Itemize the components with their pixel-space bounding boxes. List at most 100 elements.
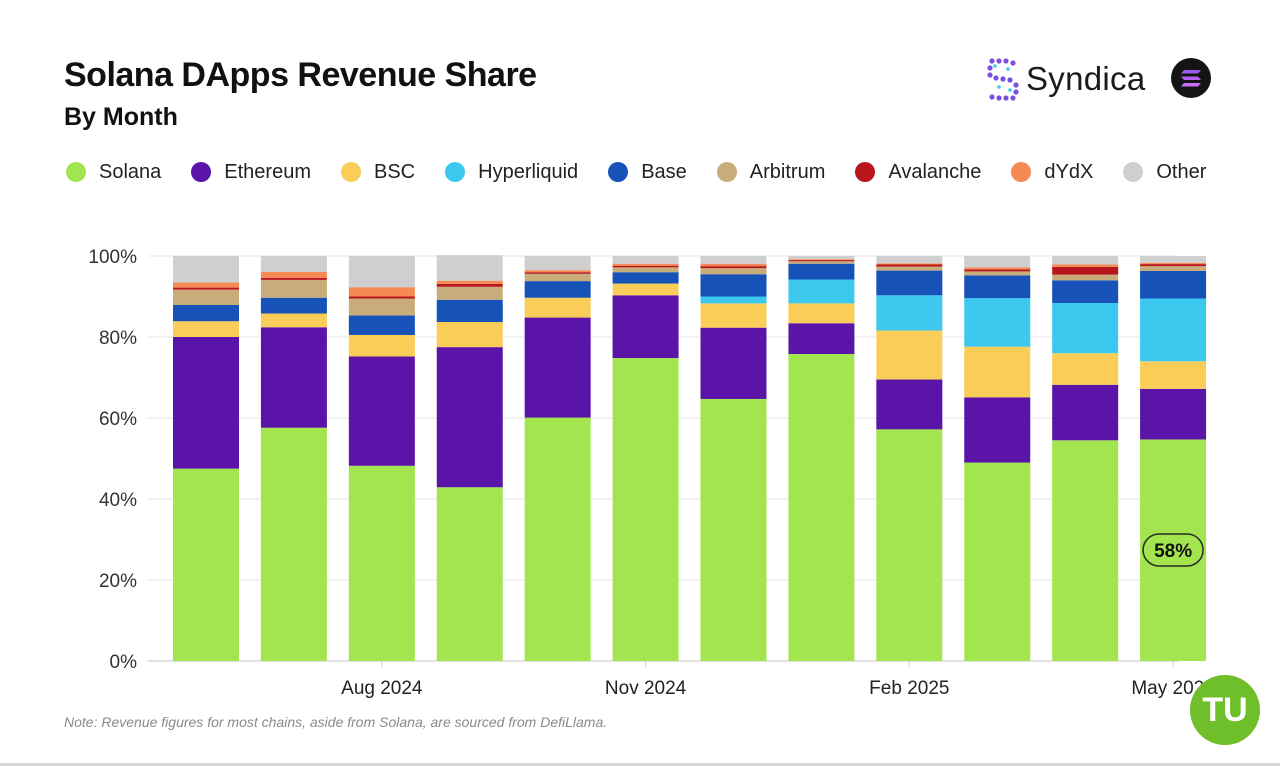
- bar-segment-avalanche: [348, 296, 415, 299]
- bar-segment-avalanche: [1052, 266, 1119, 275]
- legend-swatch: [341, 162, 361, 182]
- bar-segment-base: [348, 315, 415, 335]
- bar-segment-base: [1052, 280, 1119, 303]
- legend-swatch: [1123, 162, 1144, 182]
- bar-segment-bsc: [876, 330, 943, 380]
- legend-label: Solana: [99, 160, 162, 183]
- bar-segment-arbitrum: [1140, 266, 1207, 271]
- bar-segment-hyperliquid: [700, 296, 767, 304]
- bar-segment-other: [260, 256, 327, 272]
- bar-segment-hyperliquid: [788, 279, 855, 304]
- bar-segment-base: [788, 263, 855, 280]
- legend-item-dydx: dYdX: [1011, 161, 1093, 184]
- legend-swatch: [855, 162, 876, 182]
- bar-segment-arbitrum: [876, 266, 943, 271]
- bar-segment-bsc: [964, 346, 1031, 398]
- bar-segment-dydx: [260, 271, 327, 278]
- bar-segment-dydx: [788, 259, 855, 261]
- tu-watermark-logo: TU: [1190, 675, 1260, 745]
- x-tick-label: Nov 2024: [605, 678, 687, 699]
- bar-segment-ethereum: [964, 397, 1031, 463]
- bar-segment-dydx: [612, 263, 679, 266]
- bar-segment-bsc: [612, 283, 679, 296]
- bar-segment-arbitrum: [173, 289, 239, 306]
- legend-swatch: [191, 162, 212, 182]
- chart-legend: Solana Ethereum BSC Hyperliquid Base Arbitrum…: [66, 158, 1236, 186]
- bar-segment-solana: [260, 427, 327, 661]
- bar-segment-arbitrum: [524, 273, 591, 282]
- bar-segment-base: [1140, 270, 1207, 299]
- bar-segment-dydx: [436, 280, 503, 284]
- bar-segment-arbitrum: [260, 279, 327, 298]
- bar-segment-other: [173, 256, 239, 283]
- bar-segment-dydx: [1052, 264, 1119, 267]
- bar-segment-other: [612, 256, 679, 264]
- bar-segment-solana: [1052, 440, 1119, 661]
- bar-segment-ethereum: [348, 356, 415, 466]
- bar-segment-ethereum: [524, 317, 591, 418]
- x-tick-label: Aug 2024: [341, 678, 423, 699]
- bar-segment-avalanche: [612, 265, 679, 268]
- bar-segment-solana: [524, 417, 591, 661]
- bottom-divider: [0, 763, 1280, 766]
- bar-segment-bsc: [348, 334, 415, 357]
- bar-segment-hyperliquid: [964, 298, 1031, 347]
- bar-segment-ethereum: [436, 347, 503, 488]
- bar-segment-arbitrum: [612, 267, 679, 273]
- bar-segment-arbitrum: [964, 271, 1031, 276]
- bar-segment-other: [964, 256, 1031, 268]
- brand-name: Syndica: [1026, 60, 1146, 97]
- bar-segment-bsc: [524, 297, 591, 318]
- bar-segment-ethereum: [260, 327, 327, 428]
- bar-segment-solana: [436, 487, 503, 661]
- bar-segment-bsc: [260, 313, 327, 328]
- bar-segment-avalanche: [260, 277, 327, 280]
- bar-segment-bsc: [173, 321, 239, 337]
- bar-segment-avalanche: [964, 269, 1031, 272]
- legend-item-hyperliquid: Hyperliquid: [445, 161, 578, 184]
- bar-segment-base: [173, 305, 239, 322]
- bar-segment-bsc: [700, 303, 767, 328]
- bar-segment-dydx: [964, 267, 1031, 270]
- bar-segment-bsc: [1140, 361, 1207, 389]
- bar-segment-ethereum: [700, 327, 767, 399]
- bar-segment-avalanche: [1140, 264, 1207, 267]
- legend-label: Base: [641, 160, 687, 183]
- x-tick-label: May 2025: [1131, 678, 1214, 699]
- bar-segment-avalanche: [436, 283, 503, 287]
- y-tick-label: 20%: [99, 571, 137, 592]
- footnote: Note: Revenue figures for most chains, a…: [64, 714, 608, 730]
- solana-logo-icon: [1171, 58, 1211, 98]
- bar-segment-dydx: [1140, 262, 1207, 265]
- bar-segment-base: [436, 299, 503, 323]
- bar-segment-bsc: [436, 322, 503, 348]
- bar-segment-other: [876, 256, 943, 264]
- legend-label: Arbitrum: [749, 160, 826, 183]
- bar-segment-other: [700, 256, 767, 264]
- legend-item-ethereum: Ethereum: [191, 161, 311, 184]
- bar-segment-solana: [173, 468, 239, 661]
- bar-segment-ethereum: [788, 323, 855, 355]
- bar-segment-hyperliquid: [1052, 302, 1119, 354]
- bar-segment-ethereum: [612, 295, 679, 359]
- bar-segment-other: [1052, 256, 1119, 265]
- bar-segment-bsc: [1052, 353, 1119, 385]
- bar-segment-other: [788, 256, 855, 260]
- legend-item-bsc: BSC: [341, 161, 415, 184]
- legend-label: Hyperliquid: [478, 160, 579, 183]
- syndica-logo: Syndica: [986, 56, 1146, 102]
- bar-segment-base: [700, 274, 767, 297]
- y-tick-label: 40%: [99, 490, 137, 511]
- x-tick-label: Feb 2025: [869, 678, 949, 699]
- legend-item-other: Other: [1123, 161, 1206, 184]
- bar-segment-base: [260, 297, 327, 314]
- legend-item-arbitrum: Arbitrum: [716, 160, 826, 184]
- chart-title: Solana DApps Revenue Share: [64, 56, 537, 94]
- bar-segment-dydx: [348, 287, 415, 297]
- bar-segment-base: [612, 272, 679, 284]
- bar-segment-dydx: [876, 263, 943, 265]
- bar-segment-ethereum: [1140, 388, 1207, 440]
- legend-label: Other: [1156, 160, 1207, 183]
- bar-segment-hyperliquid: [1140, 298, 1207, 362]
- legend-label: dYdX: [1044, 160, 1094, 183]
